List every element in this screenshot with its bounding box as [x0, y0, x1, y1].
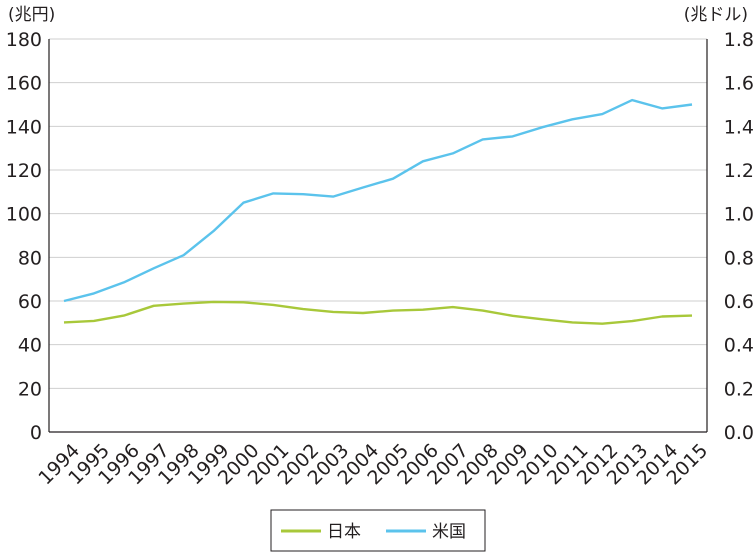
gridlines — [48, 38, 708, 433]
left-tick-label: 100 — [6, 204, 42, 226]
right-tick-label: 0.2 — [724, 378, 754, 400]
right-tick-label: 1.6 — [724, 73, 754, 95]
right-tick-label: 0.4 — [724, 335, 754, 357]
right-axis-unit: (兆ドル) — [684, 5, 748, 25]
left-tick-label: 20 — [18, 378, 42, 400]
left-tick-label: 0 — [30, 422, 42, 444]
left-tick-label: 160 — [6, 73, 42, 95]
legend-label-usa: 米国 — [432, 522, 466, 542]
legend-label-japan: 日本 — [327, 522, 361, 542]
series-lines — [63, 98, 693, 325]
right-tick-label: 0.6 — [724, 291, 754, 313]
right-tick-label: 1.4 — [724, 116, 754, 138]
left-axis-ticks: 0 20 40 60 80 100 120 140 160 180 — [6, 29, 42, 444]
legend: 日本 米国 — [270, 509, 486, 552]
x-axis-ticks: 1994199519961997199819992000200120022003… — [34, 440, 712, 490]
left-axis-unit: (兆円) — [8, 5, 55, 25]
right-axis-ticks: 0.0 0.2 0.4 0.6 0.8 1.0 1.2 1.4 1.6 1.8 — [724, 29, 754, 444]
left-tick-label: 180 — [6, 29, 42, 51]
left-tick-label: 40 — [18, 335, 42, 357]
left-tick-label: 60 — [18, 291, 42, 313]
series-line-usa — [63, 98, 693, 303]
left-tick-label: 140 — [6, 116, 42, 138]
series-line-japan — [63, 300, 693, 325]
right-tick-label: 0.8 — [724, 247, 754, 269]
left-tick-label: 120 — [6, 160, 42, 182]
right-tick-label: 1.8 — [724, 29, 754, 51]
right-tick-label: 1.0 — [724, 204, 754, 226]
right-tick-label: 0.0 — [724, 422, 754, 444]
left-tick-label: 80 — [18, 247, 42, 269]
right-tick-label: 1.2 — [724, 160, 754, 182]
